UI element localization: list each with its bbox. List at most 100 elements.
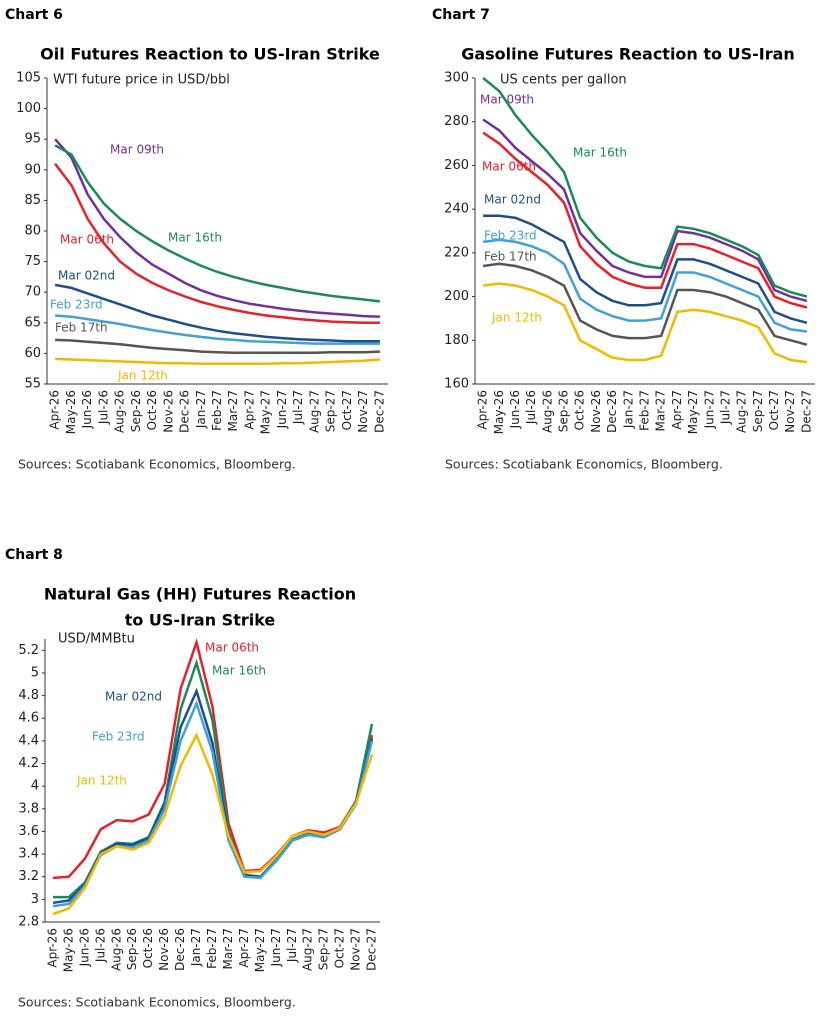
- series-label: Feb 23rd: [50, 298, 103, 312]
- x-tick-label: Aug-26: [109, 928, 123, 971]
- x-tick-label: Jul-26: [524, 390, 538, 425]
- series-line: [482, 238, 808, 333]
- chart-number: Chart 7: [432, 7, 490, 23]
- x-tick-label: Apr-27: [670, 390, 684, 430]
- x-tick-label: Jun-27: [702, 390, 716, 429]
- x-tick-label: Aug-27: [307, 390, 321, 433]
- y-tick-label: 200: [444, 289, 469, 304]
- y-tick-label: 2.8: [18, 915, 39, 930]
- x-tick-label: Sep-26: [557, 390, 571, 432]
- x-tick-label: Jul-27: [285, 928, 299, 963]
- x-tick-label: Nov-27: [783, 390, 797, 433]
- x-tick-label: May-26: [64, 390, 78, 434]
- series-line: [482, 118, 808, 303]
- x-tick-label: Oct-26: [573, 390, 587, 430]
- series-line: [54, 283, 380, 343]
- x-tick-label: Apr-27: [242, 390, 256, 430]
- series-line: [55, 314, 380, 345]
- series-label: Mar 02nd: [105, 690, 162, 704]
- y-tick-label: 3.8: [18, 801, 39, 816]
- x-tick-label: Mar-27: [654, 390, 668, 431]
- x-tick-label: May-26: [492, 390, 506, 434]
- y-tick-label: 4.4: [18, 733, 39, 748]
- x-tick-label: Nov-26: [157, 928, 171, 971]
- x-tick-label: Aug-26: [540, 390, 554, 433]
- y-tick-label: 3.6: [18, 824, 39, 839]
- x-tick-label: Feb-27: [638, 390, 652, 431]
- x-tick-label: Apr-26: [476, 390, 490, 430]
- y-tick-label: 160: [444, 377, 469, 392]
- x-tick-label: May-27: [253, 928, 267, 972]
- x-tick-label: Oct-26: [145, 390, 159, 430]
- series-label: Feb 23rd: [484, 229, 537, 243]
- series-label: Mar 16th: [573, 146, 627, 160]
- x-tick-label: Nov-26: [589, 390, 603, 433]
- x-tick-label: Jan-27: [194, 390, 208, 429]
- y-tick-label: 3.2: [18, 869, 39, 884]
- x-tick-label: May-26: [61, 928, 75, 972]
- y-tick-label: 100: [16, 101, 41, 116]
- y-tick-label: 240: [444, 202, 469, 217]
- series-line: [482, 282, 808, 364]
- x-tick-label: Nov-27: [349, 928, 363, 971]
- y-tick-label: 280: [444, 114, 469, 129]
- series-label: Feb 17th: [55, 321, 108, 335]
- x-tick-label: Nov-26: [161, 390, 175, 433]
- y-tick-label: 55: [24, 377, 41, 392]
- y-tick-label: 70: [24, 285, 41, 300]
- y-tick-label: 60: [24, 346, 41, 361]
- x-tick-label: May-27: [259, 390, 273, 434]
- y-tick-label: 4.8: [18, 688, 39, 703]
- x-tick-label: Apr-27: [237, 928, 251, 968]
- y-tick-label: 3.4: [18, 847, 39, 862]
- x-tick-label: Jun-27: [269, 928, 283, 967]
- x-tick-label: Jul-27: [291, 390, 305, 425]
- y-tick-label: 95: [24, 132, 41, 147]
- series-label: Mar 02nd: [484, 193, 541, 207]
- x-tick-label: Dec-27: [372, 390, 386, 433]
- y-tick-label: 260: [444, 158, 469, 173]
- x-tick-label: Oct-27: [333, 928, 347, 968]
- x-tick-label: Oct-27: [340, 390, 354, 430]
- x-tick-label: Dec-27: [799, 390, 813, 433]
- chart-number: Chart 6: [5, 7, 63, 23]
- x-tick-label: Sep-27: [751, 390, 765, 432]
- chart-title: to US-Iran Strike: [125, 611, 276, 630]
- y-tick-label: 4: [31, 779, 39, 794]
- x-tick-label: Sep-26: [129, 390, 143, 432]
- y-tick-label: 220: [444, 245, 469, 260]
- x-tick-label: Aug-26: [113, 390, 127, 433]
- x-tick-label: Sep-27: [317, 928, 331, 970]
- x-tick-label: Jul-26: [96, 390, 110, 425]
- y-tick-label: 4.6: [18, 711, 39, 726]
- x-tick-label: Jan-27: [189, 928, 203, 967]
- x-tick-label: Jun-27: [275, 390, 289, 429]
- series-line: [52, 732, 374, 916]
- x-tick-label: Oct-27: [767, 390, 781, 430]
- series-line: [52, 637, 374, 880]
- y-tick-label: 90: [24, 162, 41, 177]
- series-label: Mar 02nd: [58, 269, 115, 283]
- x-tick-label: Dec-26: [173, 928, 187, 971]
- y-tick-label: 65: [24, 315, 41, 330]
- x-tick-label: Aug-27: [735, 390, 749, 433]
- y-tick-label: 80: [24, 224, 41, 239]
- x-tick-label: Sep-27: [324, 390, 338, 432]
- source-note: Sources: Scotiabank Economics, Bloomberg…: [18, 995, 296, 1010]
- series-line: [54, 162, 380, 325]
- series-line: [482, 131, 808, 309]
- series-line: [55, 338, 380, 355]
- x-tick-label: Jun-26: [77, 928, 91, 967]
- series-line: [54, 138, 380, 318]
- x-tick-label: Jun-26: [508, 390, 522, 429]
- y-tick-label: 105: [16, 71, 41, 86]
- x-tick-label: Jun-26: [80, 390, 94, 429]
- series-label: Mar 09th: [110, 143, 164, 157]
- series-line: [483, 214, 808, 325]
- x-tick-label: Dec-27: [365, 928, 379, 971]
- series-label: Mar 16th: [212, 664, 266, 678]
- y-tick-label: 4.2: [18, 756, 39, 771]
- series-label: Feb 23rd: [92, 730, 145, 744]
- x-tick-label: Jul-26: [93, 928, 107, 963]
- x-tick-label: Dec-26: [605, 390, 619, 433]
